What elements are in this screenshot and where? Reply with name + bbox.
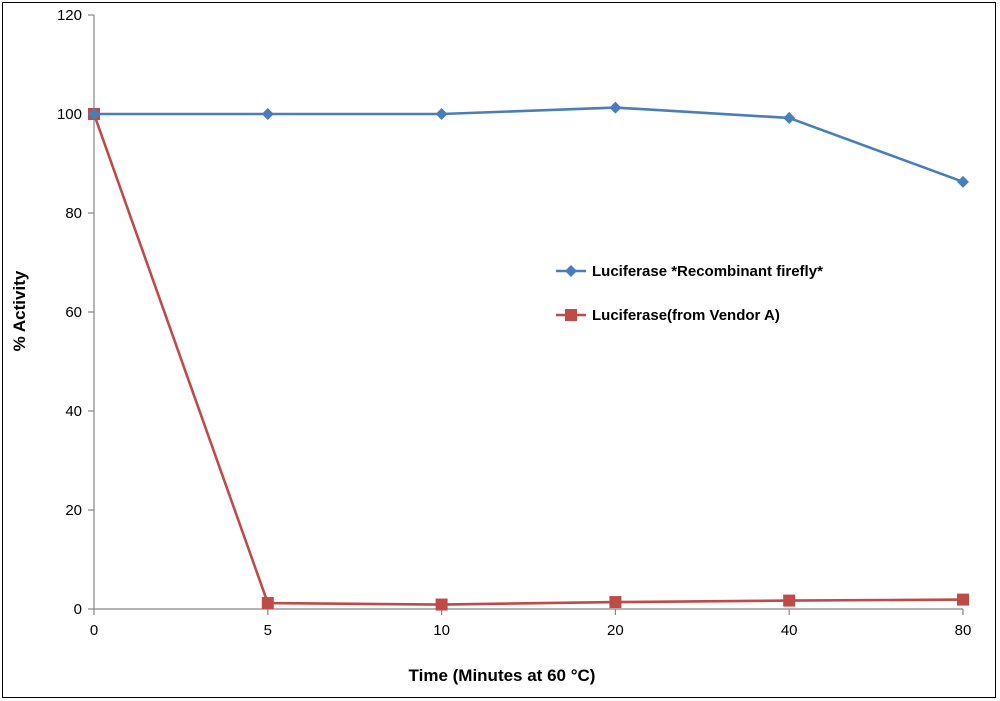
legend-item: Luciferase *Recombinant firefly* — [556, 263, 823, 280]
y-tick-label: 60 — [65, 304, 82, 321]
data-point — [783, 111, 796, 124]
data-point — [609, 101, 622, 114]
data-point — [261, 597, 274, 610]
series-line — [94, 106, 964, 184]
data-point — [957, 593, 969, 606]
data-point — [957, 175, 969, 188]
y-tick-label: 0 — [74, 601, 82, 618]
x-tick-label: 5 — [264, 622, 272, 639]
y-tick-label: 100 — [57, 106, 82, 123]
legend-label: Luciferase(from Vendor A) — [592, 307, 780, 324]
y-axis-title: % Activity — [10, 270, 29, 351]
data-point — [609, 596, 622, 609]
data-point — [435, 108, 448, 120]
x-tick-label: 20 — [607, 622, 624, 639]
series-2 — [88, 108, 969, 611]
data-point — [435, 598, 448, 611]
y-axis-ticks: 0 20 40 60 80 100 120 — [57, 7, 94, 618]
x-tick-label: 10 — [433, 622, 450, 639]
y-tick-label: 40 — [65, 403, 82, 420]
legend-marker — [565, 309, 577, 321]
y-tick-label: 20 — [65, 502, 82, 519]
data-point — [783, 594, 796, 607]
x-tick-label: 80 — [955, 622, 972, 639]
series-1 — [88, 101, 969, 188]
legend-item: Luciferase(from Vendor A) — [556, 307, 780, 324]
legend: Luciferase *Recombinant firefly* Lucifera… — [556, 263, 823, 324]
x-tick-label: 0 — [90, 622, 98, 639]
data-point — [88, 108, 100, 120]
legend-marker — [565, 265, 577, 277]
y-tick-label: 80 — [65, 205, 82, 222]
series-layer — [88, 101, 969, 611]
x-tick-label: 40 — [781, 622, 798, 639]
axes — [93, 15, 963, 610]
x-axis-title: Time (Minutes at 60 °C) — [409, 666, 596, 685]
legend-label: Luciferase *Recombinant firefly* — [592, 263, 823, 280]
x-axis-ticks: 0 5 10 20 40 80 — [90, 609, 972, 639]
data-point — [261, 108, 274, 120]
y-tick-label: 120 — [57, 7, 82, 24]
series-line — [92, 113, 964, 606]
